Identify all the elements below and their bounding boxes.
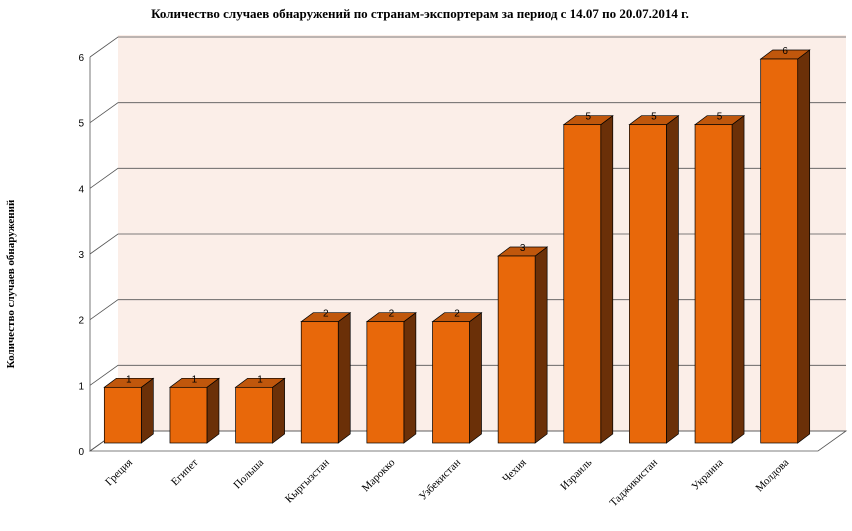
y-tick-label: 4 <box>78 184 84 195</box>
category-label: Египет <box>169 457 201 489</box>
y-tick-label: 3 <box>78 250 84 261</box>
data-label: 2 <box>389 309 395 320</box>
data-label: 3 <box>520 243 526 254</box>
bar: 5 <box>693 112 746 444</box>
bar-side <box>403 311 417 444</box>
chart-title: Количество случаев обнаружений по страна… <box>151 6 689 21</box>
gridline <box>89 102 846 123</box>
data-label: 5 <box>717 112 723 123</box>
bar-side <box>797 49 811 444</box>
bar: 2 <box>300 309 352 444</box>
bar-front <box>760 58 799 444</box>
bar-side <box>469 311 482 444</box>
category-label: Польша <box>231 457 266 492</box>
bar-side <box>731 114 745 444</box>
bar: 1 <box>168 374 221 444</box>
category-label: Кыргызстан <box>283 457 332 506</box>
y-tick-label: 0 <box>78 447 84 458</box>
bars: 1 1 1 2 2 2 3 5 5 5 6 <box>103 46 811 444</box>
bar: 2 <box>365 309 417 444</box>
bar: 5 <box>562 112 614 444</box>
data-label: 2 <box>323 309 329 320</box>
category-label: Узбекистан <box>417 457 463 503</box>
y-tick-label: 1 <box>78 381 84 392</box>
data-label: 1 <box>126 374 132 385</box>
bar-side <box>600 114 614 444</box>
category-label: Израиль <box>558 457 594 493</box>
y-tick-label: 6 <box>78 53 84 64</box>
bar: 2 <box>431 309 483 444</box>
bar-side <box>272 377 285 444</box>
bar: 6 <box>759 46 811 444</box>
bar-front <box>432 321 470 444</box>
y-tick-label: 5 <box>78 119 84 130</box>
data-label: 2 <box>454 309 460 320</box>
bar-side <box>140 377 154 444</box>
category-label: Украина <box>689 457 725 493</box>
data-label: 1 <box>257 374 263 385</box>
bar-front <box>563 124 602 444</box>
category-label: Молдова <box>754 457 792 495</box>
data-label: 6 <box>782 46 788 57</box>
bar-front <box>103 386 142 444</box>
y-axis-label: Количество случаев обнаружений <box>5 199 17 368</box>
bar: 1 <box>103 374 155 444</box>
bar-side <box>337 311 351 444</box>
category-label: Греция <box>103 457 135 489</box>
bar-front <box>629 124 667 444</box>
bar-front <box>300 321 339 444</box>
y-axis-ticks: 0 1 2 3 4 5 6 <box>78 53 84 458</box>
bar-front <box>235 386 273 444</box>
bar-side <box>206 377 220 444</box>
data-label: 5 <box>585 112 591 123</box>
category-label: Таджикистан <box>608 457 661 510</box>
bar-side <box>534 246 548 444</box>
gridline <box>89 36 846 58</box>
data-label: 5 <box>651 112 657 123</box>
category-label: Марокко <box>360 456 398 494</box>
bar-side <box>666 114 679 444</box>
category-label: Чехия <box>500 457 529 486</box>
bar-front <box>169 386 208 444</box>
bar: 1 <box>234 374 286 444</box>
y-tick-label: 2 <box>78 316 84 327</box>
bar-front <box>694 124 733 444</box>
bar-front <box>366 321 405 444</box>
bar: 5 <box>628 112 680 444</box>
bar-front <box>497 255 536 444</box>
bar: 3 <box>497 243 549 444</box>
x-axis-categories: Греция Египет Польша Кыргызстан Марокко Узбек… <box>103 456 791 509</box>
data-label: 1 <box>192 374 198 385</box>
